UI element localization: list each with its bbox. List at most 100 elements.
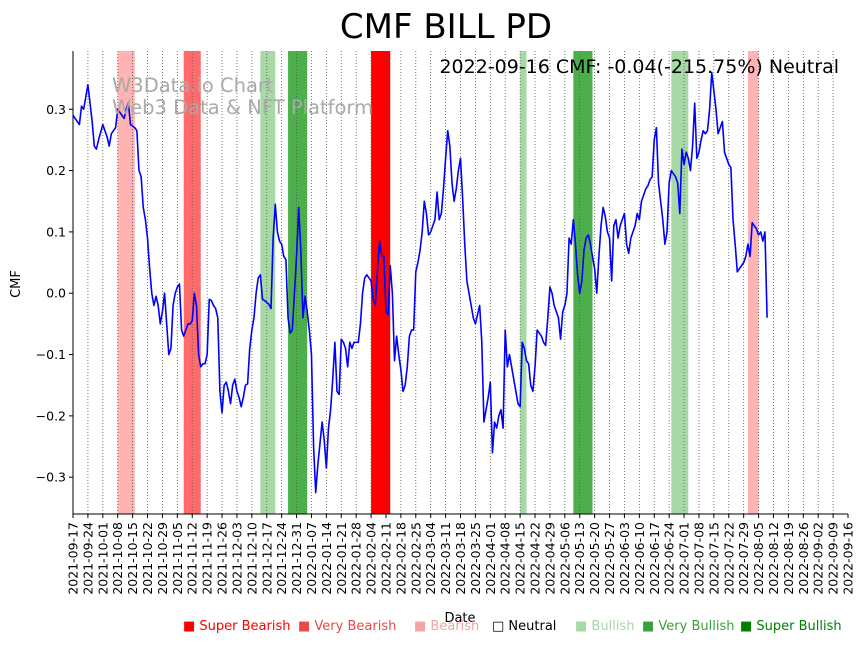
x-tick-label: 2022-06-17 — [647, 522, 662, 595]
chart-title: CMF BILL PD — [340, 7, 552, 47]
x-tick-label: 2022-04-22 — [528, 522, 543, 595]
x-tick-label: 2022-07-01 — [677, 522, 692, 595]
x-tick-label: 2022-06-03 — [617, 522, 632, 595]
signal-legend: ■ Super Bearish ■ Very Bearish ■ Bearish □ … — [150, 619, 864, 639]
legend-item: ■ Very Bearish — [298, 619, 396, 634]
y-tick-label: −0.3 — [36, 470, 66, 485]
x-tick-label: 2021-12-17 — [259, 522, 274, 595]
x-tick-label: 2022-03-18 — [453, 522, 468, 595]
x-tick-label: 2022-04-15 — [513, 522, 528, 595]
vertical-gridlines — [87, 51, 834, 514]
x-tick-label: 2022-04-01 — [483, 522, 498, 595]
x-tick-label: 2022-09-09 — [826, 522, 841, 595]
y-tick-label: −0.1 — [36, 347, 66, 362]
x-tick-label: 2022-01-28 — [349, 522, 364, 595]
x-tick-label: 2022-04-08 — [498, 522, 513, 595]
x-tick-label: 2022-02-11 — [378, 522, 393, 595]
x-tick-label: 2022-05-27 — [602, 522, 617, 595]
band-8 — [671, 51, 689, 514]
x-tick-label: 2021-12-31 — [289, 522, 304, 595]
legend-label: Very Bearish — [314, 619, 397, 634]
y-axis-label: CMF — [9, 270, 24, 298]
legend-label: Super Bullish — [756, 619, 842, 634]
band-4 — [288, 51, 308, 514]
legend-item: □ Neutral — [492, 619, 556, 634]
x-tick-label: 2021-11-12 — [185, 522, 200, 595]
x-tick-label: 2022-08-12 — [766, 522, 781, 595]
x-tick-label: 2022-03-04 — [423, 522, 438, 595]
x-tick-label: 2022-05-06 — [557, 522, 572, 595]
x-tick-label: 2022-02-25 — [408, 522, 423, 595]
legend-label: Bearish — [430, 619, 480, 634]
legend-swatch-icon: ■ — [183, 619, 200, 634]
x-tick-label: 2022-07-08 — [691, 522, 706, 595]
watermark-line-1: W3Data.io Chart — [112, 74, 274, 97]
x-tick-label: 2021-10-29 — [155, 522, 170, 595]
x-tick-label: 2022-02-18 — [393, 522, 408, 595]
legend-item: ■ Very Bullish — [642, 619, 734, 634]
legend-item: ■ Bullish — [575, 619, 634, 634]
x-tick-label: 2022-08-26 — [796, 522, 811, 595]
legend-swatch-icon: ■ — [414, 619, 431, 634]
band-1 — [117, 51, 135, 514]
x-tick-label: 2021-12-24 — [274, 522, 289, 595]
legend-swatch-icon: □ — [492, 619, 509, 634]
x-tick-label: 2021-09-17 — [66, 522, 81, 595]
legend-label: Super Bearish — [199, 619, 291, 634]
x-tick-label: 2022-09-16 — [841, 522, 856, 595]
x-tick-label: 2022-05-13 — [572, 522, 587, 595]
series-line-cmf — [72, 71, 768, 494]
legend-item: ■ Bearish — [414, 619, 479, 634]
x-tick-label: 2022-05-20 — [587, 522, 602, 595]
x-tick-label: 2022-01-07 — [304, 522, 319, 595]
x-tick-label: 2022-03-11 — [438, 522, 453, 595]
y-axis-ticks: −0.3 −0.2 −0.1 0.0 0.1 0.2 0.3 — [36, 102, 73, 485]
x-tick-label: 2021-09-24 — [80, 522, 95, 595]
band-6 — [520, 51, 527, 514]
legend-label: Very Bullish — [658, 619, 735, 634]
x-tick-label: 2021-10-08 — [110, 522, 125, 595]
x-tick-label: 2022-01-21 — [334, 522, 349, 595]
x-tick-label: 2022-07-22 — [721, 522, 736, 595]
watermark-line-2: Web3 Data & NFT Platform — [112, 96, 373, 119]
band-5 — [371, 51, 391, 514]
x-tick-label: 2022-02-04 — [364, 522, 379, 595]
x-tick-label: 2022-08-19 — [781, 522, 796, 595]
legend-item: ■ Super Bearish — [183, 619, 291, 634]
legend-swatch-icon: ■ — [642, 619, 659, 634]
x-tick-label: 2022-01-14 — [319, 522, 334, 595]
legend-label: Bullish — [591, 619, 635, 634]
x-tick-label: 2021-12-03 — [229, 522, 244, 595]
band-9 — [747, 51, 759, 514]
x-tick-label: 2021-11-19 — [200, 522, 215, 595]
legend-item: ■ Super Bullish — [740, 619, 842, 634]
cmf-line-layer — [72, 71, 768, 494]
x-tick-label: 2021-12-10 — [244, 522, 259, 595]
cmf-status-text: 2022-09-16 CMF: -0.04(-215.75%) Neutral — [439, 56, 839, 78]
x-axis-label: Date — [444, 611, 475, 626]
x-tick-label: 2022-07-15 — [706, 522, 721, 595]
x-tick-label: 2022-08-05 — [751, 522, 766, 595]
x-tick-label: 2022-04-29 — [542, 522, 557, 595]
x-tick-label: 2022-09-02 — [811, 522, 826, 595]
x-tick-label: 2021-10-15 — [125, 522, 140, 595]
y-tick-label: 0.1 — [46, 224, 66, 239]
y-tick-label: −0.2 — [36, 408, 66, 423]
x-tick-label: 2022-03-25 — [468, 522, 483, 595]
x-tick-label: 2022-06-24 — [662, 522, 677, 595]
x-axis-ticks: 2021-09-17 2021-09-24 2021-10-01 2021-10-08… — [66, 514, 856, 595]
x-tick-label: 2022-07-29 — [736, 522, 751, 595]
x-tick-label: 2021-11-05 — [170, 522, 185, 595]
x-tick-label: 2022-06-10 — [632, 522, 647, 595]
legend-swatch-icon: ■ — [575, 619, 592, 634]
y-tick-label: 0.0 — [46, 286, 66, 301]
x-tick-label: 2021-10-22 — [140, 522, 155, 595]
legend-swatch-icon: ■ — [740, 619, 757, 634]
band-3 — [260, 51, 276, 514]
legend-swatch-icon: ■ — [298, 619, 315, 634]
y-tick-label: 0.3 — [46, 102, 66, 117]
signal-bands — [117, 51, 759, 514]
y-tick-label: 0.2 — [46, 163, 66, 178]
x-tick-label: 2021-11-26 — [215, 522, 230, 595]
